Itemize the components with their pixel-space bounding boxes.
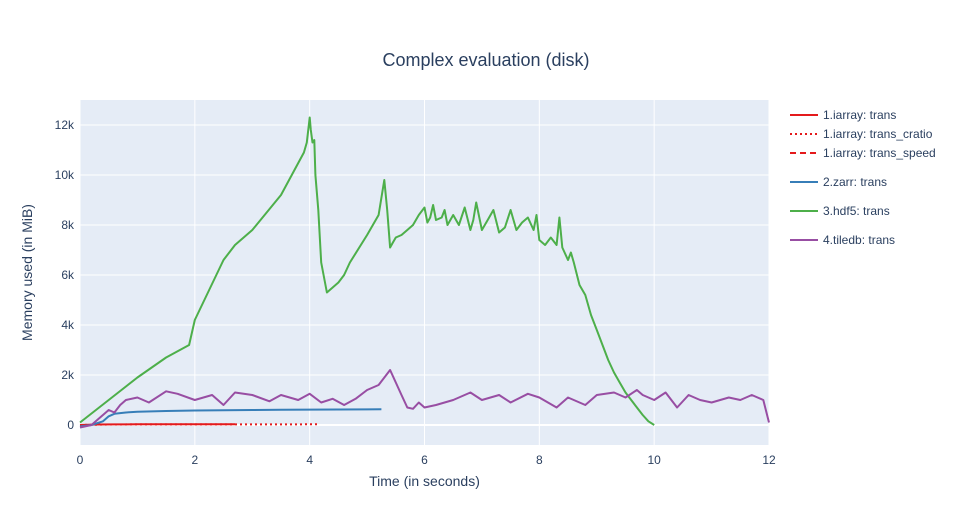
y-tick-label: 12k xyxy=(55,118,75,132)
y-tick-label: 8k xyxy=(61,218,75,232)
legend: 1.iarray: trans 1.iarray: trans_cratio 1.i… xyxy=(790,108,936,247)
y-tick-label: 6k xyxy=(61,268,75,282)
x-axis-label: Time (in seconds) xyxy=(369,473,480,489)
legend-label[interactable]: 1.iarray: trans_speed xyxy=(823,146,936,160)
x-tick-label: 2 xyxy=(191,453,198,467)
legend-label[interactable]: 3.hdf5: trans xyxy=(823,204,890,218)
y-tick-label: 4k xyxy=(61,318,75,332)
y-axis-ticks: 0 2k 4k 6k 8k 10k 12k xyxy=(55,118,75,432)
y-tick-label: 0 xyxy=(67,418,74,432)
legend-label[interactable]: 4.tiledb: trans xyxy=(823,233,895,247)
x-tick-label: 0 xyxy=(77,453,84,467)
legend-label[interactable]: 1.iarray: trans_cratio xyxy=(823,127,933,141)
series-line-4 xyxy=(79,408,382,428)
x-tick-label: 10 xyxy=(647,453,661,467)
series-line-5 xyxy=(79,116,655,426)
x-tick-label: 12 xyxy=(762,453,776,467)
series-layer xyxy=(79,116,770,429)
legend-label[interactable]: 1.iarray: trans xyxy=(823,108,896,122)
x-tick-label: 8 xyxy=(536,453,543,467)
y-tick-label: 2k xyxy=(61,368,75,382)
chart-title: Complex evaluation (disk) xyxy=(382,50,589,70)
x-axis-ticks: 0 2 4 6 8 10 12 xyxy=(77,453,776,467)
y-tick-label: 10k xyxy=(55,168,75,182)
x-tick-label: 4 xyxy=(306,453,313,467)
series-line-6 xyxy=(79,369,770,429)
y-axis-label: Memory used (in MiB) xyxy=(19,204,35,341)
legend-label[interactable]: 2.zarr: trans xyxy=(823,175,887,189)
x-tick-label: 6 xyxy=(421,453,428,467)
